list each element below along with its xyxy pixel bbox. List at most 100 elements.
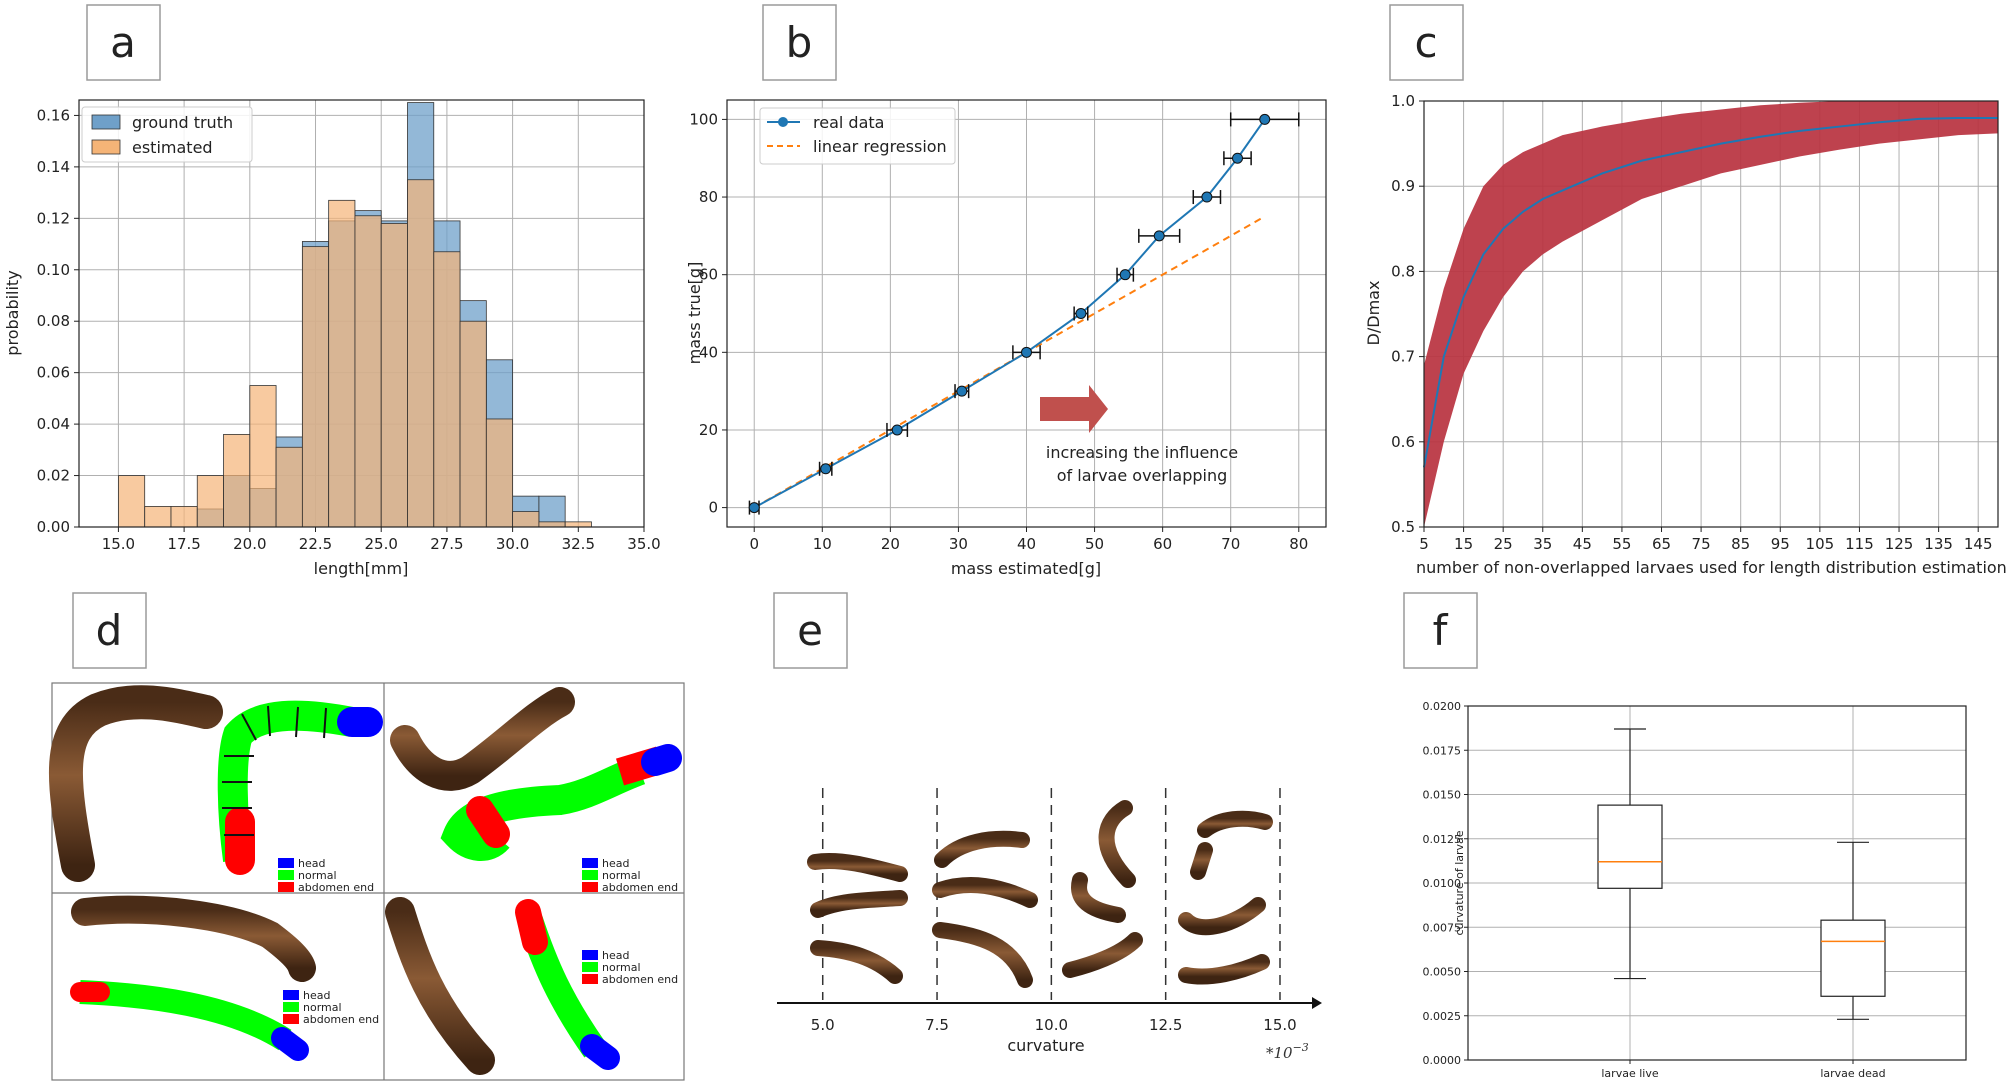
- legend-marker-real-data: [778, 117, 788, 127]
- data-point: [1075, 308, 1087, 319]
- larva-image: [1178, 954, 1270, 985]
- histogram-bar: [459, 320, 487, 528]
- larva-image: [1062, 932, 1143, 978]
- tick-label: 10.0: [1035, 1016, 1068, 1034]
- mass-legend: real data linear regression: [759, 107, 956, 165]
- tick-label: 25: [1494, 535, 1513, 553]
- boxplot-y-axis-label: curvature of larvae: [1453, 830, 1466, 935]
- tick-label: 0.08: [37, 312, 70, 330]
- box-body: [1597, 804, 1663, 889]
- histogram-bar: [249, 385, 277, 528]
- tick-label: 70: [1221, 535, 1240, 553]
- tick-label: 0.8: [1391, 262, 1415, 280]
- tick-label: 15.0: [102, 535, 135, 553]
- distribution-frame: [1423, 100, 1999, 528]
- tick-label: 60: [1153, 535, 1172, 553]
- segmentation-legend-4: head normal abdomen end: [582, 949, 678, 986]
- histogram-y-ticks: 0.00 0.02 0.04 0.06 0.08 0.10 0.12 0.14 0.16: [37, 106, 79, 536]
- tick-label: 0.0125: [1423, 833, 1462, 846]
- mass-grid: [727, 100, 1326, 527]
- larva-image: [1190, 842, 1213, 880]
- data-point: [820, 463, 832, 475]
- panel-label-e-text: e: [797, 606, 823, 655]
- larva-image: [390, 687, 575, 791]
- tick-label: 65: [1652, 535, 1671, 553]
- tick-label: 0.0025: [1423, 1010, 1462, 1023]
- boxplot-y-ticks: 0.0000 0.0025 0.0050 0.0075 0.0100 0.0125 0.01…: [1423, 700, 1468, 1067]
- panel-label-a: a: [86, 4, 161, 81]
- histogram-bar: [564, 521, 592, 528]
- distribution-chart: 5 15 25 35 45 55 65 75 85 95 105 115 125 135 145 0.50.…: [1364, 92, 2007, 577]
- histogram-bar: [196, 475, 224, 528]
- larva-image: [810, 940, 903, 984]
- segmentation-panel: head normal abdomen end head normal abdo…: [48, 682, 685, 1081]
- curvature-x-axis-label: curvature: [1007, 1036, 1084, 1055]
- legend-head-label: head: [602, 857, 629, 870]
- histogram-bar: [170, 506, 198, 528]
- overlap-arrow-icon: [1040, 385, 1108, 433]
- legend-normal-swatch: [283, 1002, 299, 1012]
- scale-note-base: *10: [1266, 1044, 1293, 1062]
- tick-label: 12.5: [1149, 1016, 1182, 1034]
- larva-image: [1071, 872, 1126, 923]
- tick-label: 100: [689, 110, 718, 128]
- histogram-bar: [380, 223, 408, 528]
- mass-series: [748, 112, 1300, 515]
- larva-segment-head: [271, 1027, 309, 1061]
- tick-label: 125: [1885, 535, 1914, 553]
- mass-x-axis-label: mass estimated[g]: [951, 559, 1101, 578]
- legend-swatch-estimated: [91, 139, 121, 155]
- panel-label-d: d: [72, 592, 147, 669]
- tick-label: 45: [1573, 535, 1592, 553]
- tick-label: 80: [1289, 535, 1308, 553]
- annotation-line-2: of larvae overlapping: [1057, 466, 1228, 485]
- legend-head-swatch: [582, 950, 598, 960]
- tick-label: 30: [949, 535, 968, 553]
- tick-label: 80: [699, 188, 718, 206]
- larva-image: [807, 852, 908, 882]
- distribution-x-ticks: 5 15 25 35 45 55 65 75 85 95 105 115 125 135 145: [1419, 527, 1993, 553]
- tick-label: 15.0: [1263, 1016, 1296, 1034]
- tick-label: 32.5: [562, 535, 595, 553]
- curvature-axis-arrow-icon: [1312, 997, 1322, 1009]
- tick-label: 0.7: [1391, 348, 1415, 366]
- histogram-x-ticks: 15.0 17.5 20.0 22.5 25.0 27.5 30.0 32.5 35.0: [102, 527, 661, 553]
- tick-label: 1.0: [1391, 92, 1415, 110]
- larva-image: [48, 685, 223, 882]
- legend-normal-swatch: [582, 870, 598, 880]
- data-point: [1119, 269, 1131, 281]
- legend-label-regression: linear regression: [813, 137, 947, 156]
- histogram-chart: 15.0 17.5 20.0 22.5 25.0 27.5 30.0 32.5 35.0 0.0…: [3, 99, 661, 578]
- tick-label: 35: [1533, 535, 1552, 553]
- tick-label: 35.0: [627, 535, 660, 553]
- data-point: [1021, 346, 1032, 358]
- histogram-y-axis-label: probability: [3, 270, 22, 355]
- tick-label: 0: [749, 535, 759, 553]
- histogram-x-axis-label: length[mm]: [314, 559, 409, 578]
- legend-head-swatch: [283, 990, 299, 1000]
- scale-note-exponent: −3: [1293, 1041, 1309, 1054]
- tick-label: 30.0: [496, 535, 529, 553]
- larva-image: [1098, 800, 1136, 888]
- histogram-bar: [512, 511, 540, 528]
- larva-segment-abdomen: [466, 796, 510, 848]
- tick-label: 0.00: [37, 518, 70, 536]
- tick-label: 0.0000: [1423, 1054, 1462, 1067]
- larva-segment-head: [641, 744, 682, 776]
- tick-label: 5: [1419, 535, 1429, 553]
- panel-label-f-text: f: [1433, 606, 1449, 655]
- legend-abdomen-label: abdomen end: [303, 1013, 379, 1026]
- legend-label-estimated: estimated: [132, 138, 213, 157]
- tick-label: 145: [1964, 535, 1993, 553]
- boxplot-boxes: [1597, 728, 1886, 1020]
- tick-label: 20: [881, 535, 900, 553]
- legend-abdomen-label: abdomen end: [298, 881, 374, 894]
- tick-label: 0.6: [1391, 433, 1415, 451]
- legend-abdomen-label: abdomen end: [602, 973, 678, 986]
- mass-x-ticks: 0 10 20 30 40 50 60 70 80: [749, 527, 1308, 553]
- tick-label: 0.02: [37, 467, 70, 485]
- tick-label: 115: [1845, 535, 1874, 553]
- tick-label: 0.9: [1391, 177, 1415, 195]
- legend-head-label: head: [602, 949, 629, 962]
- tick-label: 17.5: [167, 535, 200, 553]
